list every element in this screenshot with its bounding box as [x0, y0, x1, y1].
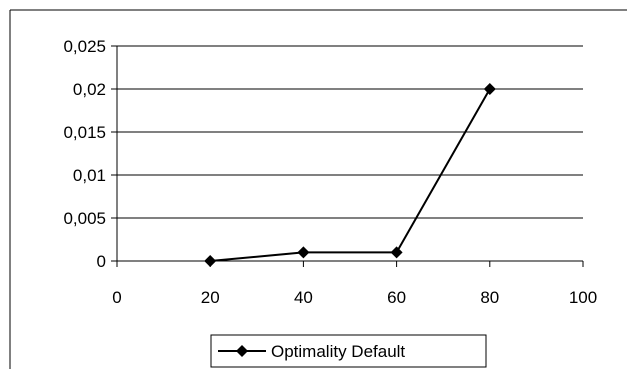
axes	[111, 45, 584, 267]
y-tick-label: 0,02	[73, 80, 106, 99]
gridlines	[117, 45, 583, 219]
x-tick-label: 60	[387, 288, 406, 307]
x-tick-label: 100	[569, 288, 597, 307]
series-layer	[204, 83, 496, 267]
y-tick-labels: 0 0,005 0,01 0,015 0,02 0,025	[63, 37, 106, 271]
y-tick-label: 0,025	[63, 37, 106, 56]
data-point	[390, 246, 403, 259]
y-tick-label: 0,015	[63, 123, 106, 142]
y-tick-label: 0	[97, 252, 106, 271]
y-tick-label: 0,005	[63, 209, 106, 228]
legend-marker-0	[236, 345, 248, 357]
x-tick-label: 80	[480, 288, 499, 307]
x-tick-labels: 0 20 40 60 80 100	[112, 288, 597, 307]
data-point	[297, 246, 310, 259]
legend: Optimality Default	[210, 334, 487, 368]
data-point	[483, 83, 496, 95]
data-point	[204, 255, 217, 267]
x-tick-label: 40	[294, 288, 313, 307]
chart-frame	[9, 9, 627, 369]
series-line-0	[210, 88, 491, 262]
x-tick-label: 20	[201, 288, 220, 307]
legend-label: Optimality Default	[271, 342, 405, 361]
x-tick-label: 0	[112, 288, 121, 307]
y-tick-label: 0,01	[73, 166, 106, 185]
